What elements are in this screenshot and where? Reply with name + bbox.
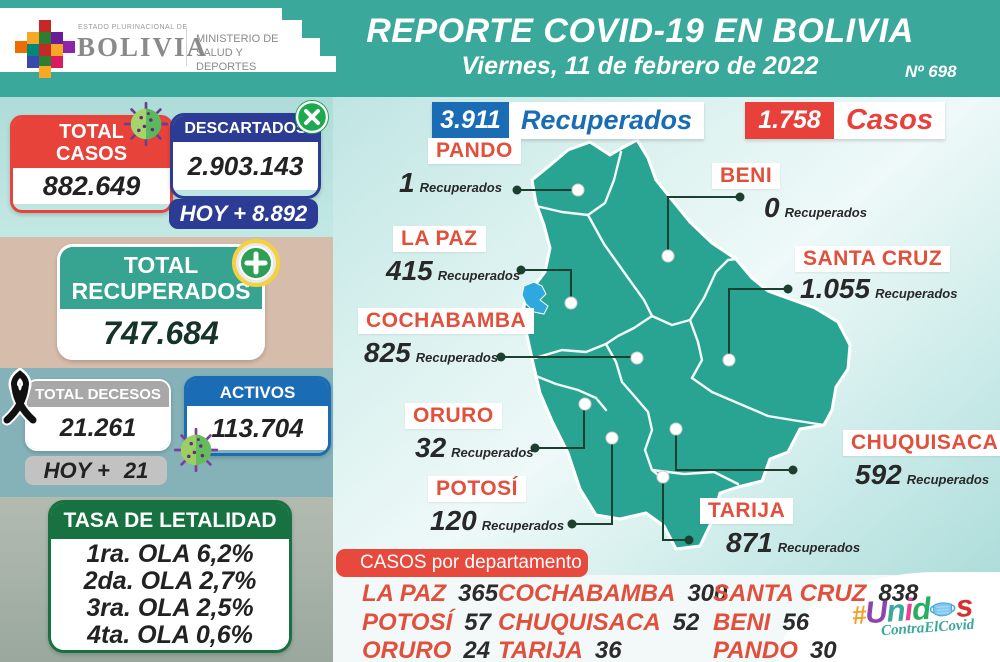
page-subtitle: Viernes, 11 de febrero de 2022: [461, 52, 819, 80]
total-decesos-header: TOTAL DECESOS: [27, 381, 169, 407]
decesos-hoy-value: 21: [123, 457, 149, 483]
dept-annotation-pando: PANDO 1 Recuperados: [399, 138, 521, 199]
virus-icon: [173, 427, 219, 473]
recuperados-total-badge: 3.911 Recuperados: [432, 102, 704, 139]
recuperados-total-label: Recuperados: [520, 105, 692, 135]
total-decesos-card: TOTAL DECESOS 21.261: [25, 379, 171, 451]
chakana-logo-icon: [15, 20, 75, 78]
casos-cell: PANDO 30: [713, 637, 837, 662]
descartados-header: DESCARTADOS: [173, 116, 318, 142]
dept-name: CHUQUISACA: [843, 430, 1000, 456]
dept-name: LA PAZ: [393, 226, 486, 252]
dept-annotation-beni: BENI 0 Recuperados: [712, 163, 867, 224]
dept-value: 32: [415, 432, 447, 463]
total-recuperados-value: 747.684: [60, 309, 262, 357]
tasa-row: 2da. OLA 2,7%: [83, 566, 257, 595]
plus-icon: [232, 239, 280, 287]
activos-value: 113.704: [187, 406, 328, 450]
dept-name: TARIJA: [700, 498, 794, 524]
casos-cell: TARIJA 36: [498, 637, 622, 662]
tasa-row: 3ra. OLA 2,5%: [86, 593, 254, 622]
virus-icon: [123, 101, 169, 147]
recuperados-total-value: 3.911: [432, 102, 509, 139]
descartados-hoy-pill: HOY + 8.892: [169, 199, 318, 229]
logo-step-decoration: [302, 38, 320, 72]
casos-cell: LA PAZ 365: [362, 580, 499, 607]
dept-name: BENI: [712, 163, 781, 189]
tasa-letalidad-header: TASA DE LETALIDAD: [51, 503, 289, 539]
dept-name: SANTA CRUZ: [795, 246, 951, 272]
dept-unit: Recuperados: [784, 205, 867, 220]
tasa-row: 1ra. OLA 6,2%: [86, 539, 254, 568]
report-number: Nº 698: [905, 62, 957, 81]
dept-value: 825: [364, 337, 411, 368]
decesos-hoy-pill: HOY + 21: [25, 456, 167, 485]
tasa-letalidad-card: TASA DE LETALIDAD 1ra. OLA 6,2% 2da. OLA…: [48, 500, 292, 653]
casos-total-badge: 1.758 Casos: [745, 102, 945, 139]
dept-value: 120: [430, 505, 477, 536]
dept-value: 1.055: [800, 273, 871, 304]
header-bar: REPORTE COVID-19 EN BOLIVIA Viernes, 11 …: [0, 0, 1000, 97]
dept-annotation-cochabamba: COCHABAMBA 825 Recuperados: [358, 308, 535, 369]
casos-cell: COCHABAMBA 300: [498, 580, 728, 607]
dept-value: 1: [399, 167, 415, 198]
activos-card: ACTIVOS 113.704: [184, 376, 331, 456]
dept-name: ORURO: [405, 403, 502, 429]
dept-name: POTOSÍ: [428, 476, 526, 502]
dept-value: 871: [726, 527, 773, 558]
logo-divider: [186, 26, 187, 66]
descartados-value: 2.903.143: [173, 142, 318, 190]
dept-value: 415: [386, 255, 433, 286]
discarded-x-icon: [295, 100, 329, 134]
dept-unit: Recuperados: [415, 350, 499, 365]
casos-por-departamento-banner: CASOS por departamento: [336, 549, 588, 577]
casos-cell: ORURO 24: [362, 637, 491, 662]
total-recuperados-card: TOTAL RECUPERADOS 747.684: [57, 244, 265, 360]
dept-unit: Recuperados: [875, 286, 958, 301]
dept-unit: Recuperados: [437, 268, 521, 283]
total-decesos-value: 21.261: [27, 407, 169, 449]
dept-annotation-tarija: TARIJA 871 Recuperados: [700, 498, 860, 559]
mourning-ribbon-icon: [2, 368, 38, 426]
casos-total-value: 1.758: [745, 102, 834, 139]
dept-value: 592: [855, 459, 902, 490]
ministerio-text: MINISTERIO DE SALUD Y DEPORTES: [196, 33, 279, 73]
face-mask-icon: [930, 602, 956, 617]
dept-unit: Recuperados: [777, 540, 861, 555]
activos-header: ACTIVOS: [187, 379, 328, 406]
dept-unit: Recuperados: [419, 180, 502, 195]
bolivia-wordmark: BOLIVIA: [77, 32, 209, 62]
dept-annotation-chuquisaca: CHUQUISACA 592 Recuperados: [843, 430, 1000, 491]
dept-annotation-la-paz: LA PAZ 415 Recuperados: [386, 226, 520, 287]
page-title: REPORTE COVID-19 EN BOLIVIA: [366, 12, 914, 50]
dept-annotation-potosi: POTOSÍ 120 Recuperados: [428, 476, 564, 537]
dept-value: 0: [764, 192, 780, 223]
dept-unit: Recuperados: [481, 518, 565, 533]
casos-cell: BENI 56: [713, 609, 810, 636]
tasa-row: 4ta. OLA 0,6%: [87, 620, 253, 649]
dept-annotation-oruro: ORURO 32 Recuperados: [405, 403, 534, 464]
casos-total-label: Casos: [845, 104, 933, 136]
decesos-hoy-label: HOY +: [43, 457, 110, 483]
tasa-letalidad-body: 1ra. OLA 6,2% 2da. OLA 2,7% 3ra. OLA 2,5…: [51, 539, 289, 650]
dept-unit: Recuperados: [906, 472, 990, 487]
casos-cell: CHUQUISACA 52: [498, 609, 700, 636]
ministry-logo-box: ESTADO PLURINACIONAL DE BOLIVIA MINISTER…: [0, 8, 282, 78]
total-casos-value: 882.649: [13, 168, 170, 204]
total-recuperados-header: TOTAL RECUPERADOS: [60, 247, 262, 309]
casos-cell: POTOSÍ 57: [362, 609, 491, 636]
unidos-contra-el-covid-logo: #Unid s ContraElCovid: [850, 587, 975, 640]
dept-name: COCHABAMBA: [358, 308, 535, 334]
dept-unit: Recuperados: [451, 445, 534, 460]
descartados-card: DESCARTADOS 2.903.143: [170, 113, 321, 199]
estado-plurinacional-text: ESTADO PLURINACIONAL DE: [78, 24, 188, 31]
dept-name: PANDO: [428, 138, 521, 164]
dept-annotation-santa-cruz: SANTA CRUZ 1.055 Recuperados: [795, 246, 957, 305]
logo-step-decoration: [282, 20, 302, 72]
logo-step-decoration: [320, 56, 336, 72]
casos-cell: SANTA CRUZ 838: [713, 580, 919, 607]
